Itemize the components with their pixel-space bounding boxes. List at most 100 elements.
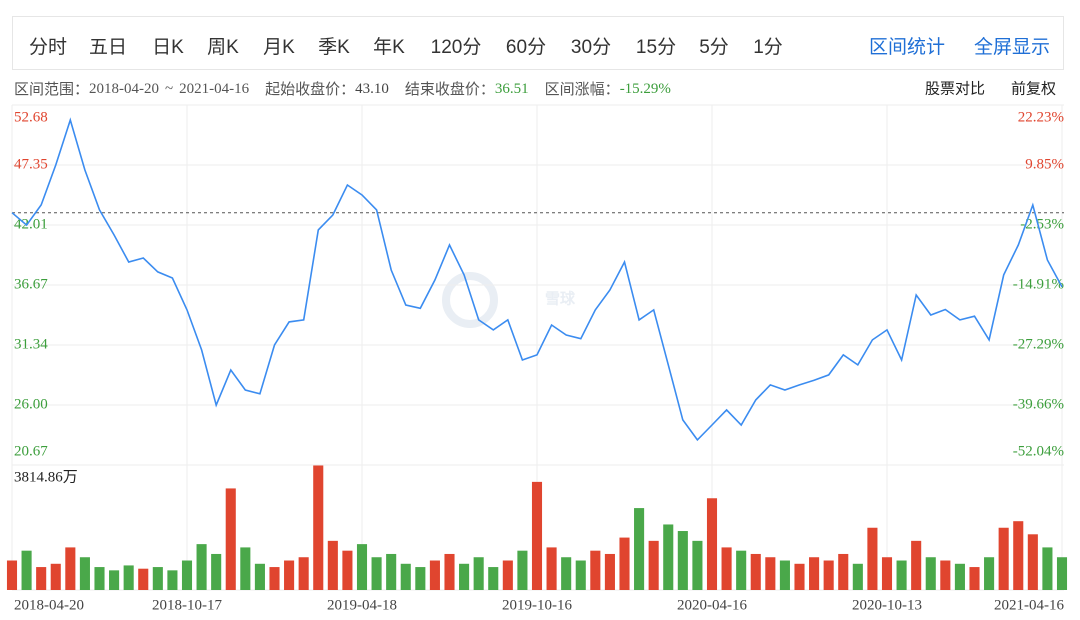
volume-bar bbox=[459, 563, 470, 590]
y2-tick-label: -14.91% bbox=[1013, 276, 1064, 292]
volume-bar bbox=[225, 488, 236, 590]
volume-bar bbox=[692, 540, 703, 590]
volume-bar bbox=[429, 560, 440, 590]
volume-bar bbox=[313, 465, 324, 590]
volume-bar bbox=[152, 567, 163, 590]
volume-bar bbox=[750, 553, 761, 590]
volume-bar bbox=[21, 550, 32, 590]
volume-bar bbox=[36, 567, 47, 590]
adjust-link[interactable]: 前复权 bbox=[1011, 79, 1056, 97]
info-line: 区间范围：2018-04-20 ~2021-04-16 起始收盘价：43.10 结束收… bbox=[14, 80, 671, 98]
volume-bar bbox=[809, 557, 820, 590]
info-value: 2018-04-20 bbox=[89, 81, 159, 97]
volume-bar bbox=[327, 540, 338, 590]
period-tab[interactable]: 120分 bbox=[430, 37, 482, 58]
volume-bar bbox=[838, 553, 849, 590]
info-value: 36.51 bbox=[495, 81, 529, 97]
watermark-logo bbox=[442, 272, 498, 328]
volume-bar bbox=[925, 557, 936, 590]
volume-bar bbox=[954, 563, 965, 590]
toolbar: 分时 五日 日K 周K 月K 季K 年K 120分 60分 30分 15分 5分 1分 区间统计 全屏显示 bbox=[12, 16, 1064, 70]
period-tab[interactable]: 1分 bbox=[753, 37, 783, 58]
y-tick-label: 52.68 bbox=[14, 109, 48, 125]
volume-bar bbox=[1042, 547, 1053, 590]
y-tick-label: 47.35 bbox=[14, 156, 48, 172]
volume-bar bbox=[998, 527, 1009, 590]
period-tab[interactable]: 5分 bbox=[699, 37, 729, 58]
volume-bar bbox=[298, 557, 309, 590]
volume-bar bbox=[517, 550, 528, 590]
toolbar-action[interactable]: 全屏显示 bbox=[973, 37, 1051, 58]
volume-bar bbox=[619, 537, 630, 590]
info-value: 2021-04-16 bbox=[179, 81, 249, 97]
info-value: 43.10 bbox=[355, 81, 389, 97]
volume-bar bbox=[109, 570, 120, 590]
volume-bar bbox=[444, 553, 455, 590]
period-tab[interactable]: 月K bbox=[263, 37, 295, 58]
x-tick-label: 2019-04-18 bbox=[327, 597, 397, 613]
volume-bar bbox=[371, 557, 382, 590]
volume-bar bbox=[663, 524, 674, 590]
period-tab[interactable]: 15分 bbox=[635, 37, 677, 58]
volume-bar bbox=[896, 560, 907, 590]
compare-link[interactable]: 股票对比 bbox=[925, 80, 985, 97]
volume-bar bbox=[254, 563, 265, 590]
x-tick-label: 2020-10-13 bbox=[852, 597, 922, 613]
volume-bar bbox=[648, 540, 659, 590]
volume-bar bbox=[415, 567, 426, 590]
volume-bar bbox=[911, 540, 922, 590]
volume-bar bbox=[488, 567, 499, 590]
period-tab[interactable]: 季K bbox=[318, 37, 350, 58]
volume-bar bbox=[211, 553, 222, 590]
volume-bar bbox=[940, 560, 951, 590]
volume-bar bbox=[590, 550, 601, 590]
volume-bar bbox=[969, 567, 980, 590]
volume-bar bbox=[736, 550, 747, 590]
volume-bar bbox=[706, 498, 718, 590]
y2-tick-label: 22.23% bbox=[1018, 109, 1064, 125]
volume-bar bbox=[196, 544, 207, 590]
period-tab[interactable]: 分时 bbox=[28, 37, 68, 58]
volume-bar bbox=[123, 565, 134, 590]
volume-bar bbox=[269, 567, 280, 590]
volume-bar bbox=[852, 563, 863, 590]
x-tick-label: 2021-04-16 bbox=[994, 597, 1064, 613]
period-tab[interactable]: 60分 bbox=[505, 37, 547, 58]
volume-bar bbox=[984, 557, 995, 590]
volume-bar bbox=[356, 544, 368, 590]
info-value: ~ bbox=[165, 81, 173, 97]
x-tick-label: 2018-10-17 bbox=[152, 597, 222, 613]
volume-bar bbox=[400, 563, 411, 590]
y-tick-label: 42.01 bbox=[14, 216, 48, 232]
x-tick-label: 2020-04-16 bbox=[677, 597, 747, 613]
volume-max-label: 3814.86万 bbox=[14, 469, 78, 485]
period-tab[interactable]: 日K bbox=[152, 37, 184, 58]
volume-bar bbox=[546, 547, 557, 590]
info-label: 区间范围： bbox=[14, 81, 89, 98]
volume-bar bbox=[94, 567, 105, 590]
period-tab[interactable]: 五日 bbox=[88, 37, 128, 58]
y2-tick-label: -2.53% bbox=[1020, 216, 1064, 232]
volume-bar bbox=[575, 560, 586, 590]
toolbar-action[interactable]: 区间统计 bbox=[868, 37, 946, 58]
volume-bar bbox=[561, 557, 572, 590]
volume-bar bbox=[677, 531, 688, 590]
period-tab[interactable]: 周K bbox=[207, 37, 239, 58]
volume-bar bbox=[634, 508, 645, 590]
y-tick-label: 26.00 bbox=[14, 396, 48, 412]
volume-bar bbox=[881, 557, 893, 590]
volume-bar bbox=[867, 527, 878, 590]
volume-bar bbox=[765, 557, 776, 590]
watermark: 雪球 bbox=[545, 289, 576, 307]
volume-bar bbox=[473, 557, 484, 590]
volume-bar bbox=[50, 563, 61, 590]
volume-bar bbox=[531, 481, 543, 590]
volume-bar bbox=[6, 560, 18, 590]
period-tab[interactable]: 30分 bbox=[570, 37, 612, 58]
info-value: -15.29% bbox=[620, 81, 671, 97]
period-tab[interactable]: 年K bbox=[373, 37, 405, 58]
y2-tick-label: -52.04% bbox=[1013, 443, 1064, 459]
volume-bar bbox=[240, 547, 251, 590]
